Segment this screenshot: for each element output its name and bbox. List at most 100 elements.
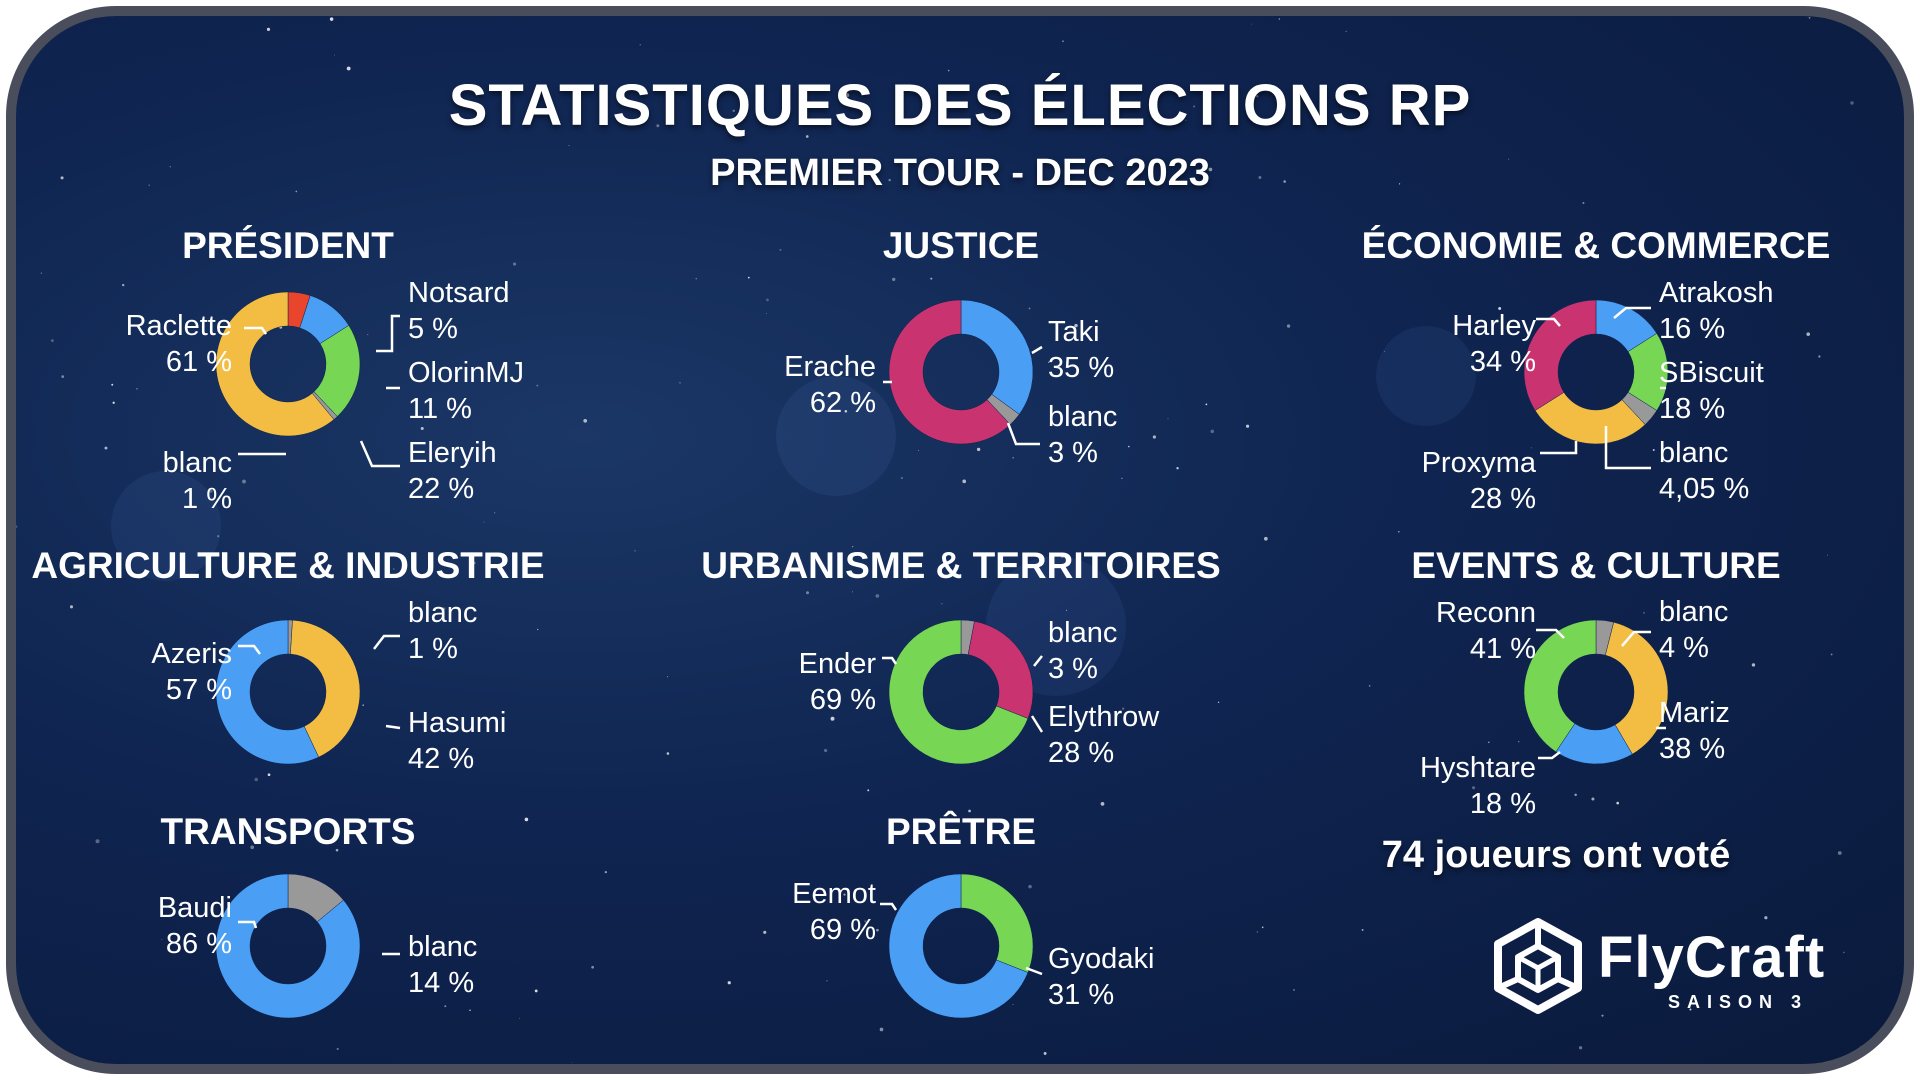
star-dot [941,603,943,605]
slice-name-label: Azeris [151,638,232,670]
star-dot [104,446,108,450]
star-dot [1818,355,1821,358]
star-dot [346,66,351,71]
star-dot [16,525,18,528]
star-dot [254,777,259,782]
star-dot [444,1005,447,1008]
slice-name-label: Atrakosh [1659,277,1773,309]
star-dot [1518,741,1520,743]
star-dot [666,752,670,755]
star-dot [362,704,364,706]
star-dot [1261,926,1264,929]
star-dot [442,607,446,611]
star-dot [1208,167,1213,172]
star-dot [634,550,636,552]
donut-slice [215,873,361,1019]
star-dot [1012,457,1014,459]
star-dot [1205,403,1208,406]
slice-name-label: Proxyma [1422,447,1537,479]
star-dot [209,489,213,493]
slice-name-label: OlorinMJ [408,357,524,389]
star-dot [879,1027,884,1032]
leader-line [1621,630,1651,647]
slice-name-label: blanc [1659,437,1728,469]
star-dot [1012,1003,1014,1005]
star-dot [968,809,971,813]
donut-charts: PRÉSIDENT Notsard 5 % OlorinMJ 11 % Eleryih 22… [31,225,1830,1019]
star-dot [217,535,220,538]
star-dot [1808,17,1811,19]
star-dot [1167,418,1169,420]
donut-slice [888,619,1029,765]
star-dot [1278,18,1281,20]
star-dot [1152,435,1157,439]
flycraft-logo: FlyCraft SAISON 3 [1488,916,1858,1026]
star-dot [1193,105,1196,108]
star-dot [904,575,908,579]
star-dot [900,476,903,479]
star-dot [766,313,768,314]
star-dot [1258,176,1262,180]
star-dot [512,262,517,266]
star-dot [1507,158,1510,160]
star-dot [524,817,529,822]
slice-pct-label: 57 % [166,674,232,706]
slice-name-label: Gyodaki [1048,943,1154,975]
star-dot [1689,1008,1692,1011]
leader-line [385,724,401,730]
star-dot [1100,802,1105,806]
star-dot [1293,989,1295,991]
chart-title: PRÊTRE [886,810,1036,852]
slice-pct-label: 86 % [166,928,232,960]
slice-pct-label: 28 % [1470,483,1536,515]
logo-season: SAISON 3 [1668,992,1809,1012]
star-dot [779,248,782,251]
slice-pct-label: 34 % [1470,346,1536,378]
star-dot [1582,201,1585,204]
star-dot [112,401,115,404]
slice-name-label: blanc [1048,401,1117,433]
star-dot [1843,951,1845,954]
star-dot [267,773,271,777]
star-dot [639,44,641,46]
infographic-frame: STATISTIQUES DES ÉLECTIONS RP PREMIER TO… [6,6,1914,1074]
star-dot [976,447,981,452]
donut-slice [960,299,1034,415]
slice-pct-label: 41 % [1470,633,1536,665]
star-dot [806,591,809,595]
star-dot [1837,851,1842,855]
slice-pct-label: 42 % [408,743,474,775]
star-dot [918,450,919,451]
leader-line [1538,751,1561,760]
chart-title: TRANSPORTS [161,811,416,852]
slice-name-label: blanc [408,931,477,963]
star-dot [367,334,369,336]
star-dot [1283,180,1286,183]
star-dot [519,1017,520,1019]
star-dot [1074,323,1078,328]
slice-pct-label: 69 % [810,914,876,946]
donut-slice [1523,299,1597,411]
star-dot [1028,884,1032,889]
star-dot [95,839,100,844]
slice-pct-label: 22 % [408,473,474,505]
star-dot [604,871,607,874]
star-dot [392,568,395,570]
star-dot [61,375,65,378]
star-dot [1121,477,1123,479]
star-dot [1245,424,1250,428]
slice-name-label: SBiscuit [1659,357,1764,389]
slice-name-label: Erache [784,351,876,383]
donut-slice [290,619,361,758]
star-dot [1361,928,1364,931]
slice-pct-label: 31 % [1048,979,1114,1011]
star-dot [1764,916,1768,920]
chart-title: URBANISME & TERRITOIRES [701,545,1220,586]
star-dot [1692,376,1694,378]
slice-name-label: Hasumi [408,707,506,739]
star-dot [1863,20,1865,22]
slice-pct-label: 62 % [810,387,876,419]
slice-pct-label: 11 % [408,393,472,425]
donut-chart: URBANISME & TERRITOIRES blanc 3 % Elythrow 2… [701,545,1220,769]
leader-line [376,314,400,353]
